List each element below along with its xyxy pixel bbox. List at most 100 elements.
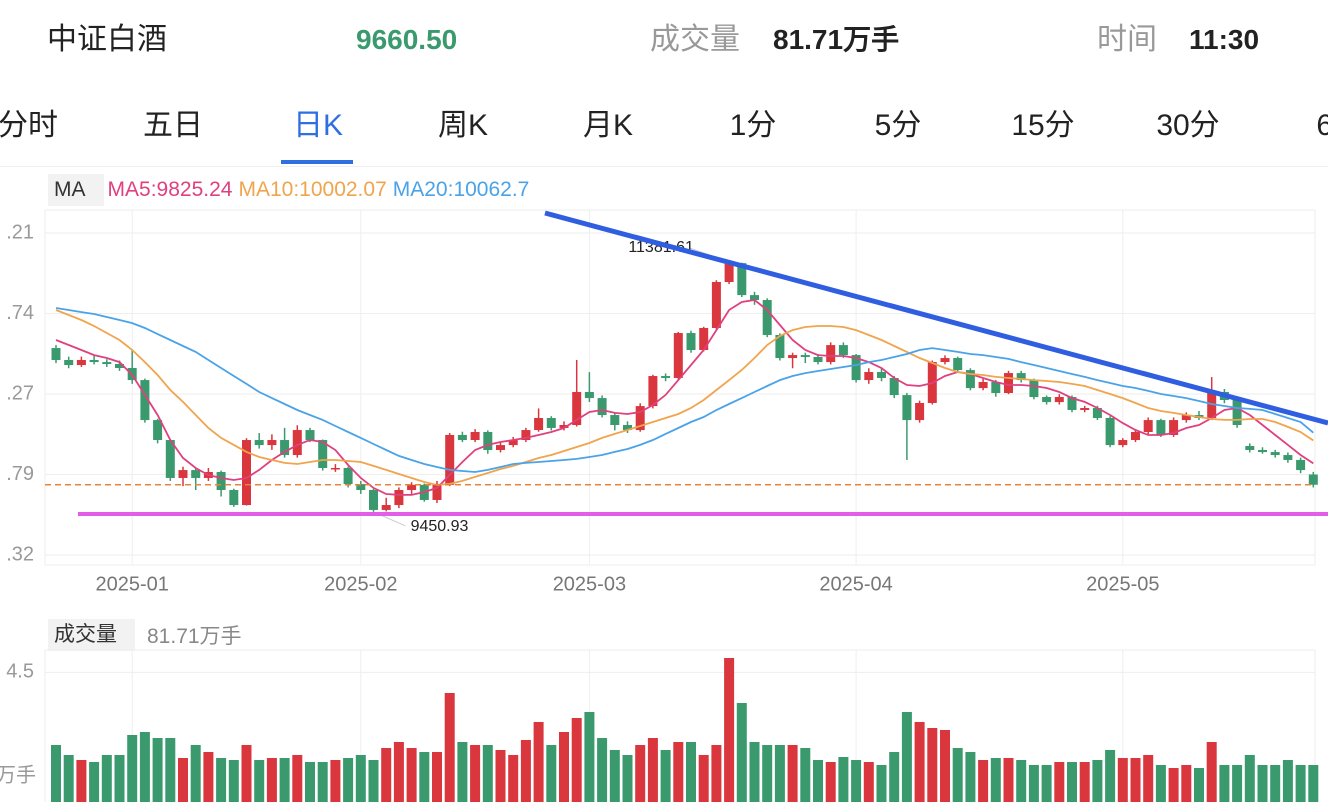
candle-body xyxy=(267,440,277,446)
candle-body xyxy=(381,505,391,510)
index-name: 中证白酒 xyxy=(47,23,167,56)
volume-bar xyxy=(152,738,163,802)
volume-bar xyxy=(165,738,176,802)
candle-body xyxy=(1029,380,1039,398)
candle-body xyxy=(623,424,632,431)
candle-body xyxy=(1283,455,1293,460)
volume-bar xyxy=(571,718,582,802)
candle-body xyxy=(1105,418,1115,446)
ma-line xyxy=(55,309,1314,486)
volume-bar xyxy=(432,751,442,802)
volume-bar xyxy=(1232,764,1243,802)
tab[interactable]: 周K xyxy=(437,109,489,142)
candle-body xyxy=(572,391,582,425)
candle-body xyxy=(229,490,239,506)
candle-body xyxy=(1245,445,1255,450)
volume-bar xyxy=(584,711,595,802)
tab[interactable]: 分时 xyxy=(0,109,58,142)
volume-bar xyxy=(724,658,735,802)
tab[interactable]: 日K xyxy=(292,109,344,142)
volume-bar xyxy=(1219,764,1230,802)
volume-bar xyxy=(1257,764,1268,802)
tab-bar: 分时 五日 日K 周K 月K 1分 5分 15分 30分 60 xyxy=(0,100,1328,167)
volume-bar xyxy=(51,744,61,802)
y-tick-label: .74 xyxy=(6,302,34,324)
volume-bar xyxy=(216,758,227,802)
candle-body xyxy=(610,415,620,425)
volume-bar xyxy=(114,754,125,802)
candle-body xyxy=(178,470,188,478)
volume-bar xyxy=(1308,765,1319,802)
volume-bar xyxy=(711,744,722,802)
tab[interactable]: 5分 xyxy=(874,109,922,142)
tab[interactable]: 1分 xyxy=(729,109,777,142)
candle-body xyxy=(1169,420,1179,435)
volume-bar xyxy=(1244,754,1255,802)
volume-bar xyxy=(457,741,468,802)
volume-bar xyxy=(978,760,989,802)
tab[interactable]: 五日 xyxy=(143,109,203,142)
volume-bar xyxy=(686,741,696,802)
volume-bar xyxy=(825,761,836,802)
volume-bar xyxy=(470,744,481,802)
volume-bar xyxy=(1295,764,1306,802)
volume-bar xyxy=(381,748,392,802)
candle-body xyxy=(1308,474,1318,485)
indicator-label[interactable]: MA xyxy=(48,174,104,206)
low-label: 9450.93 xyxy=(411,518,469,535)
volume-panel-frame xyxy=(44,649,1316,802)
candle-body xyxy=(813,356,823,363)
legend-value: 9825.24 xyxy=(156,178,233,201)
candle-body xyxy=(1016,373,1026,381)
candle-body xyxy=(915,402,925,421)
candle-body xyxy=(902,395,912,421)
tab[interactable]: 15分 xyxy=(1011,109,1075,142)
volume-bar xyxy=(1079,761,1090,802)
candle-body xyxy=(940,358,950,363)
candle-body xyxy=(51,348,61,360)
candle-body xyxy=(838,345,848,356)
candle-body xyxy=(1054,397,1064,403)
candle-body xyxy=(1296,459,1306,471)
legend-name: MA5 xyxy=(108,178,157,201)
candle-body xyxy=(661,376,671,378)
candle-body xyxy=(318,440,328,468)
x-tick-label: 2025-05 xyxy=(1086,573,1159,595)
candle-body xyxy=(800,355,810,357)
volume-bar xyxy=(1270,764,1281,802)
volume-bar xyxy=(965,751,976,802)
legend-entry: MA1010002.07 xyxy=(238,178,386,202)
volume-bar xyxy=(1143,754,1154,802)
volume-bar xyxy=(787,744,798,802)
x-tick-label: 2025-01 xyxy=(95,573,168,595)
tab[interactable]: 月K xyxy=(582,109,634,142)
candle-body xyxy=(64,359,74,366)
volume-bar xyxy=(736,702,747,802)
volume-bar xyxy=(851,760,862,802)
candle-body xyxy=(280,440,290,456)
volume-bar xyxy=(1041,764,1052,802)
legend-entry: MA2010062.7 xyxy=(393,178,530,202)
tab[interactable]: 60 xyxy=(1316,109,1328,142)
index-price: 9660.50 xyxy=(356,24,458,55)
candle-body xyxy=(445,434,455,485)
active-tab-underline xyxy=(281,160,353,164)
candle-body xyxy=(978,381,988,389)
candle-body xyxy=(762,300,772,335)
volume-bar xyxy=(1194,768,1204,802)
candle-body xyxy=(165,440,175,478)
volume-bar xyxy=(863,761,874,802)
volume-bar xyxy=(622,754,633,802)
candle-body xyxy=(559,424,569,428)
candle-body xyxy=(1004,373,1013,394)
volume-bar xyxy=(279,758,290,802)
y-tick-label: .79 xyxy=(6,463,34,485)
candle-body xyxy=(1143,420,1153,432)
volume-legend-title[interactable]: 成交量 xyxy=(48,619,135,651)
tab[interactable]: 30分 xyxy=(1156,109,1220,142)
candle-body xyxy=(826,345,836,363)
volume-bar xyxy=(546,744,557,802)
candle-body xyxy=(356,484,366,491)
candle-body xyxy=(889,377,899,396)
volume-bar xyxy=(419,751,430,802)
